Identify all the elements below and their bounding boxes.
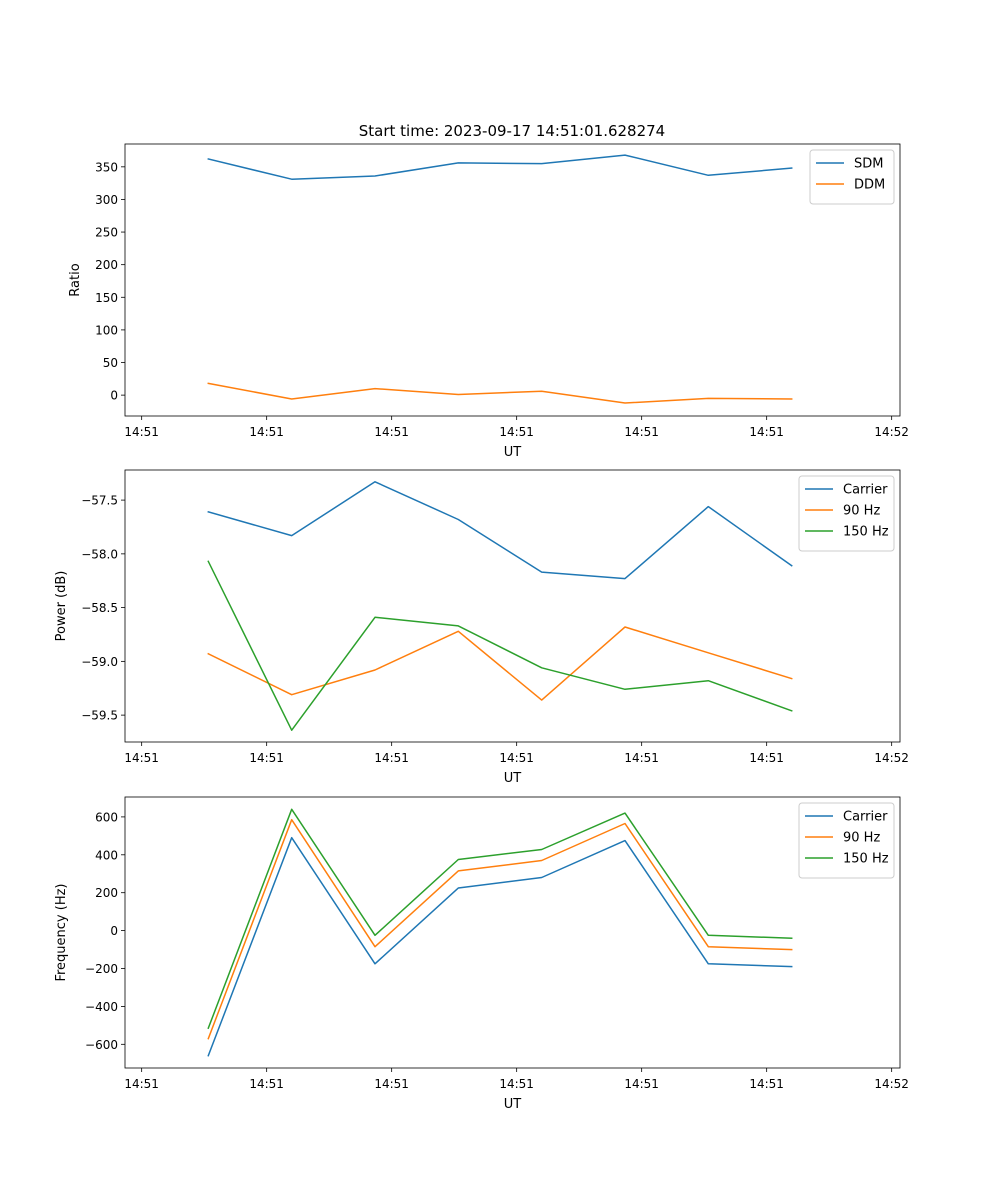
series-line-90-hz: [207, 818, 793, 1040]
x-tick-label: 14:51: [124, 751, 159, 765]
y-tick-label: 50: [103, 356, 118, 370]
x-tick-label: 14:51: [499, 751, 534, 765]
y-tick-label: 400: [95, 848, 118, 862]
x-tick-label: 14:51: [749, 751, 784, 765]
legend-label: Carrier: [843, 483, 888, 498]
legend-label: 150 Hz: [843, 852, 889, 867]
x-tick-label: 14:51: [624, 425, 659, 439]
y-tick-label: 200: [95, 258, 118, 272]
legend-box: [798, 475, 895, 552]
x-tick-label: 14:52: [874, 1077, 909, 1091]
x-tick-label: 14:51: [374, 1077, 409, 1091]
x-tick-label: 14:51: [249, 1077, 284, 1091]
y-tick-label: 350: [95, 160, 118, 174]
x-tick-label: 14:51: [624, 1077, 659, 1091]
axes-frame: [124, 469, 901, 743]
x-tick-label: 14:51: [374, 425, 409, 439]
x-tick-label: 14:51: [499, 1077, 534, 1091]
panel-1: 14:51 14:51 14:51 14:51 14:51 14:51 14:52 0 50 10…: [68, 143, 909, 460]
axes-frame: [124, 796, 901, 1069]
y-tick-label: −600: [85, 1038, 118, 1052]
y-tick-label: −200: [85, 962, 118, 976]
series-line-150-hz: [207, 808, 793, 1030]
x-tick-label: 14:51: [249, 751, 284, 765]
series-line-ddm: [207, 382, 793, 404]
y-tick-label: −58.0: [81, 547, 118, 561]
series-line-sdm: [207, 154, 793, 180]
y-tick-label: −58.5: [81, 601, 118, 615]
panel-2: 14:51 14:51 14:51 14:51 14:51 14:51 14:52 −59.5…: [54, 469, 909, 786]
y-tick-label: −57.5: [81, 494, 118, 508]
x-tick-label: 14:51: [749, 1077, 784, 1091]
x-tick-label: 14:52: [874, 751, 909, 765]
y-tick-label: 200: [95, 886, 118, 900]
legend-label: Carrier: [843, 810, 888, 825]
x-tick-label: 14:51: [374, 751, 409, 765]
legend: Carrier 90 Hz 150 Hz: [798, 802, 895, 879]
x-axis-label: UT: [504, 445, 522, 460]
x-tick-label: 14:51: [124, 1077, 159, 1091]
x-tick-label: 14:51: [124, 425, 159, 439]
legend-label: 90 Hz: [843, 504, 880, 519]
panel-3: 14:51 14:51 14:51 14:51 14:51 14:51 14:52 −600 −…: [54, 796, 909, 1112]
y-tick-label: 300: [95, 193, 118, 207]
x-axis-label: UT: [504, 1097, 522, 1112]
series-line-carrier: [207, 836, 793, 1057]
series-line-90-hz: [207, 626, 793, 701]
x-axis-label: UT: [504, 771, 522, 786]
legend-label: 90 Hz: [843, 831, 880, 846]
x-tick-label: 14:51: [624, 751, 659, 765]
series-line-carrier: [207, 481, 793, 580]
y-tick-label: 600: [95, 810, 118, 824]
y-axis-label: Ratio: [68, 263, 83, 296]
y-tick-label: −59.5: [81, 709, 118, 723]
legend-box: [798, 802, 895, 879]
legend-label: DDM: [854, 178, 885, 193]
y-axis-label: Frequency (Hz): [54, 883, 69, 981]
y-tick-label: −400: [85, 1000, 118, 1014]
y-tick-label: 0: [110, 924, 118, 938]
y-tick-label: −59.0: [81, 655, 118, 669]
x-tick-label: 14:51: [249, 425, 284, 439]
figure-title: Start time: 2023-09-17 14:51:01.628274: [359, 122, 665, 140]
y-axis-label: Power (dB): [54, 571, 69, 642]
legend: Carrier 90 Hz 150 Hz: [798, 475, 895, 552]
series-line-150-hz: [207, 560, 793, 731]
legend-label: 150 Hz: [843, 525, 889, 540]
panels: 14:51 14:51 14:51 14:51 14:51 14:51 14:52 0 50 10…: [54, 143, 909, 1112]
y-tick-label: 100: [95, 323, 118, 337]
legend-label: SDM: [854, 157, 883, 172]
legend: SDM DDM: [809, 149, 895, 205]
y-tick-label: 150: [95, 291, 118, 305]
x-tick-label: 14:52: [874, 425, 909, 439]
x-tick-label: 14:51: [499, 425, 534, 439]
x-tick-label: 14:51: [749, 425, 784, 439]
y-tick-label: 250: [95, 226, 118, 240]
axes-frame: [124, 143, 901, 417]
y-tick-label: 0: [110, 389, 118, 403]
